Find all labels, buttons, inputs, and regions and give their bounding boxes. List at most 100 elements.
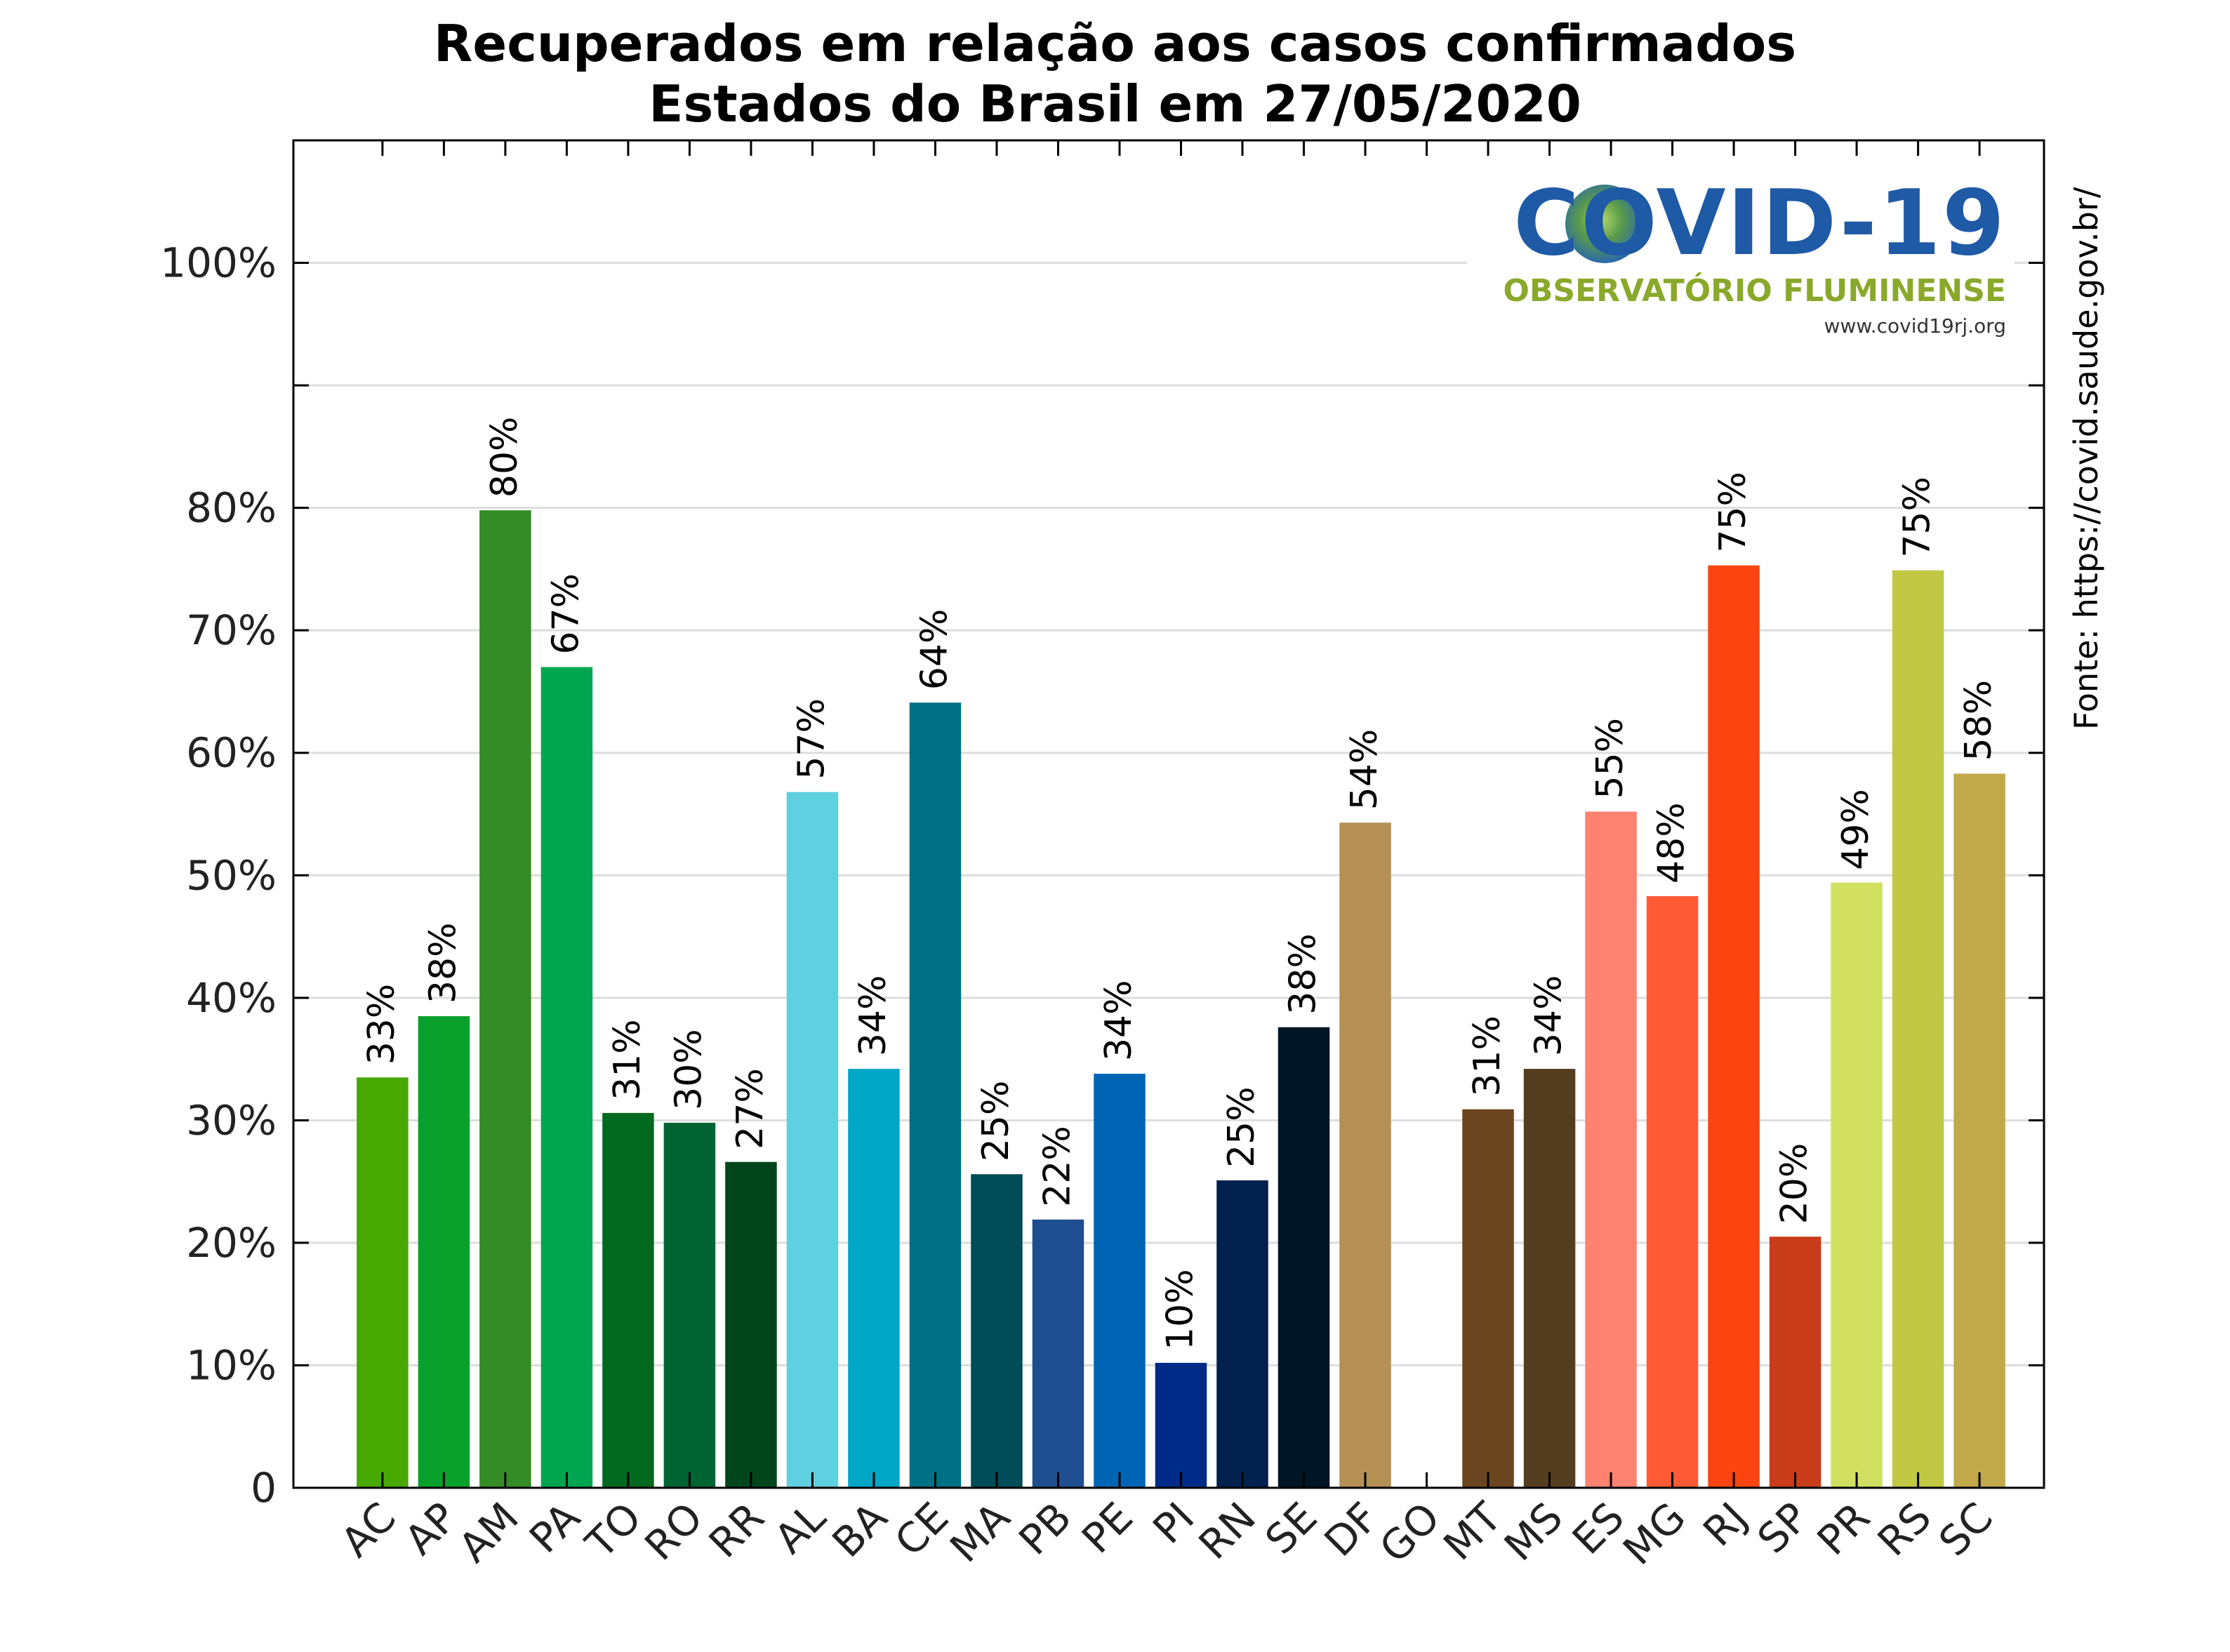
y-tick-label: 70% <box>186 606 277 654</box>
x-tick-label: CE <box>886 1493 958 1566</box>
bar-ro <box>663 1122 716 1488</box>
bar-value-label: 49% <box>1835 789 1877 870</box>
bar-rn <box>1216 1180 1268 1488</box>
bar-value-label: 54% <box>1343 729 1386 811</box>
bars <box>357 510 2005 1488</box>
virus-icon <box>1565 185 1644 263</box>
bar-value-label: 31% <box>606 1019 649 1100</box>
x-tick-label: MS <box>1495 1493 1572 1571</box>
bar-ac <box>357 1077 409 1488</box>
bar-mt <box>1462 1109 1514 1488</box>
bar-value-label: 64% <box>913 609 955 691</box>
x-tick-label: TO <box>576 1493 651 1568</box>
bar-pa <box>540 667 593 1488</box>
x-tick-label: PA <box>520 1493 589 1562</box>
y-tick-label: 0 <box>251 1464 277 1512</box>
bar-value-label: 75% <box>1712 472 1754 553</box>
y-tick-label: 20% <box>186 1219 277 1267</box>
x-tick-label: PB <box>1009 1493 1080 1564</box>
x-tick-label: DF <box>1315 1493 1388 1566</box>
plot-border <box>292 139 2045 1489</box>
x-tick-label: RR <box>700 1493 774 1567</box>
bar-pr <box>1831 882 1883 1488</box>
x-tick-label: AC <box>332 1493 405 1566</box>
bar-value-label: 38% <box>422 922 464 1004</box>
y-tick-label: 80% <box>186 484 277 532</box>
x-tick-label: MA <box>941 1493 1019 1572</box>
bar-am <box>479 510 531 1488</box>
covid19-logo: COVID-19 OBSERVATÓRIO FLUMINENSE www.cov… <box>1467 179 2015 347</box>
bar-value-label: 22% <box>1036 1126 1078 1207</box>
x-tick-label: BA <box>823 1493 897 1567</box>
y-tick-label: 50% <box>186 851 277 899</box>
y-tick-label: 60% <box>186 729 277 777</box>
bar-value-label: 38% <box>1282 933 1325 1015</box>
bar-value-label: 31% <box>1466 1015 1508 1097</box>
x-tick-label: SC <box>1930 1493 2002 1566</box>
bar-ba <box>848 1069 900 1488</box>
bar-pb <box>1032 1219 1084 1488</box>
y-tick-labels: 0 10% 20% 30% 40% 50% 60% 70% 80% 100% <box>160 239 277 1512</box>
bar-value-label: 20% <box>1774 1143 1816 1225</box>
x-tick-label: ES <box>1563 1493 1633 1564</box>
x-tick-label: PR <box>1808 1493 1879 1564</box>
bar-value-label: 10% <box>1160 1269 1202 1350</box>
axes-frame <box>292 139 2045 1489</box>
data-labels: 33% 38% 80% 67% 31% 30% 27% 57% 34% 64% 25% 22% 34% 1… <box>361 417 2000 1350</box>
bar-value-label: 75% <box>1897 477 1939 558</box>
bar-value-label: 25% <box>975 1081 1017 1162</box>
x-tick-label: PI <box>1143 1493 1203 1553</box>
bar-value-label: 34% <box>852 975 894 1056</box>
bar-value-label: 34% <box>1098 980 1140 1061</box>
bar-rs <box>1892 570 1944 1488</box>
bar-value-label: 67% <box>545 573 587 655</box>
bar-value-label: 34% <box>1528 975 1570 1056</box>
logo-subtitle: OBSERVATÓRIO FLUMINENSE <box>1503 273 2006 309</box>
x-tick-label: MG <box>1614 1493 1694 1574</box>
bar-se <box>1277 1027 1330 1488</box>
bar-value-label: 55% <box>1589 718 1631 799</box>
x-tick-label: RN <box>1190 1493 1265 1568</box>
x-tick-label: SE <box>1256 1493 1326 1564</box>
bar-value-label: 25% <box>1221 1086 1263 1168</box>
bar-value-label: 80% <box>484 417 526 498</box>
bar-to <box>602 1112 654 1488</box>
bar-df <box>1339 822 1391 1488</box>
x-tick-label: AP <box>395 1493 466 1564</box>
y-tick-label: 10% <box>186 1341 277 1389</box>
bar-sc <box>1953 773 2005 1488</box>
bar-value-label: 48% <box>1651 802 1693 884</box>
bar-pe <box>1094 1074 1146 1488</box>
x-tick-label: RS <box>1869 1493 1941 1566</box>
bar-value-label: 33% <box>361 984 403 1065</box>
bar-rr <box>725 1161 777 1488</box>
bar-value-label: 30% <box>668 1029 710 1110</box>
y-tick-label: 40% <box>186 974 277 1022</box>
bar-ce <box>909 702 962 1488</box>
chart-subtitle: Estados do Brasil em 27/05/2020 <box>649 74 1581 133</box>
source-text: Fonte: https://covid.saude.gov.br/ <box>2067 187 2105 730</box>
bar-value-label: 58% <box>1958 680 2000 761</box>
bar-sp <box>1769 1237 1821 1488</box>
bar-es <box>1585 811 1637 1488</box>
x-tick-label: PE <box>1073 1493 1142 1563</box>
x-tick-label: RJ <box>1694 1493 1756 1556</box>
x-tick-label: SP <box>1748 1493 1818 1563</box>
source-note: Fonte: https://covid.saude.gov.br/ <box>2067 140 2105 730</box>
bar-mg <box>1646 895 1699 1488</box>
bar-ap <box>418 1016 470 1488</box>
bar-ms <box>1523 1069 1576 1488</box>
y-tick-label: 30% <box>186 1096 277 1144</box>
logo-title: COVID-19 <box>1513 171 2006 276</box>
bar-value-label: 27% <box>729 1068 771 1150</box>
bar-rj <box>1708 565 1760 1488</box>
bar-value-label: 57% <box>790 698 832 780</box>
x-tick-label: AL <box>765 1493 835 1563</box>
logo-url: www.covid19rj.org <box>1824 314 2006 338</box>
y-tick-label: 100% <box>160 239 277 287</box>
chart-title: Recuperados em relação aos casos confirm… <box>433 14 1797 73</box>
bar-pi <box>1155 1362 1207 1488</box>
x-tick-label: AM <box>449 1493 528 1572</box>
